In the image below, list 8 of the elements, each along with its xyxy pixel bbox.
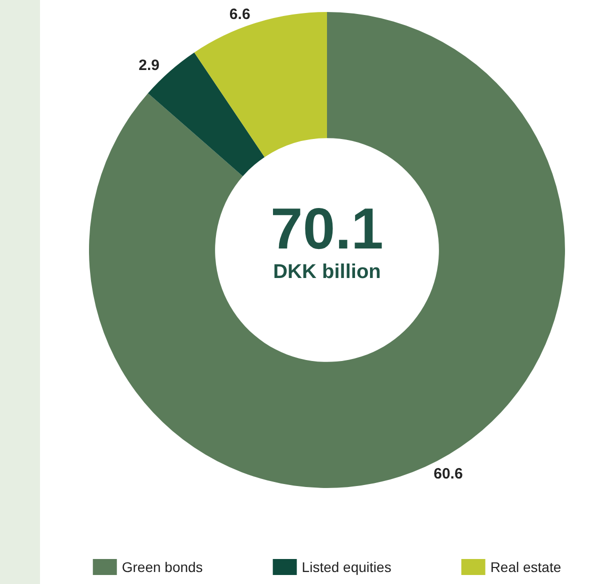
legend-label: Listed equities: [302, 559, 392, 575]
data-label: 60.6: [434, 466, 463, 483]
legend-label: Green bonds: [122, 559, 203, 575]
text: DKK billion: [273, 261, 381, 283]
text: 70.1: [270, 196, 384, 262]
data-label: 2.9: [138, 56, 160, 74]
data-label: 6.6: [229, 6, 250, 24]
legend-label: Real estate: [490, 559, 562, 575]
